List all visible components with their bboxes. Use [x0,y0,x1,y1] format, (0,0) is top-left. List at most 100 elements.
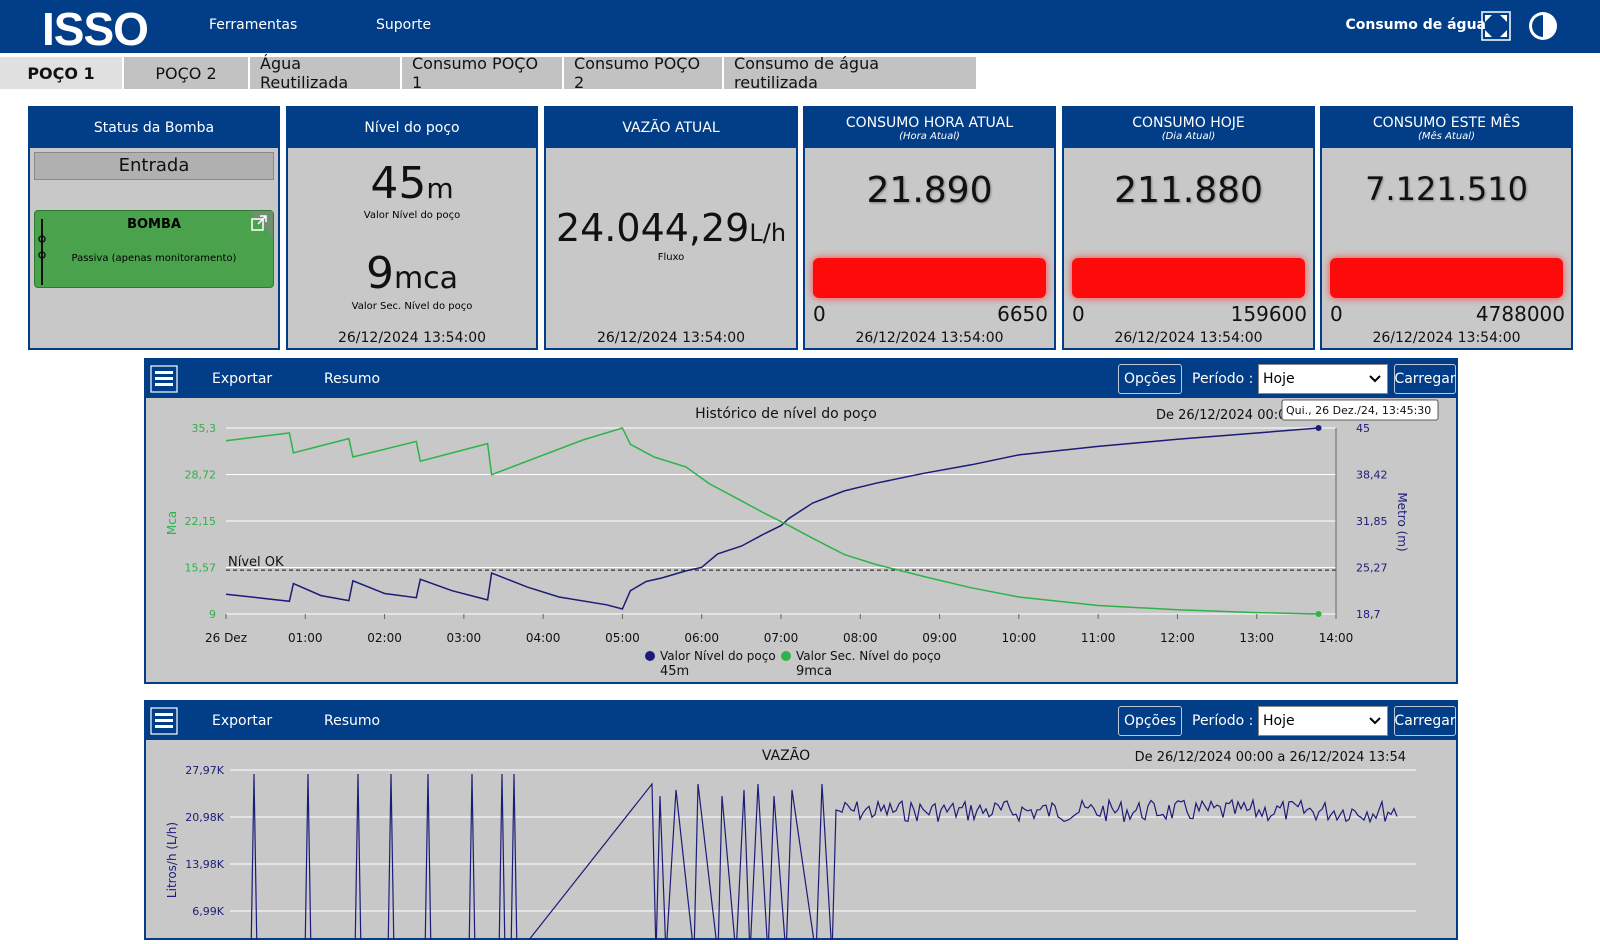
card-consumo-hoje: CONSUMO HOJE (Dia Atual) 211.880 0 159600… [1062,106,1315,350]
card-title: CONSUMO HOJE (Dia Atual) [1064,108,1313,148]
load-button[interactable]: Carregar [1394,364,1456,394]
tab-bar: POÇO 1 POÇO 2 Água Reutilizada Consumo P… [0,54,978,92]
month-progress-bar [1330,258,1563,298]
flow-chart-svg[interactable]: VAZÃO De 26/12/2024 00:00 a 26/12/2024 1… [146,740,1456,944]
period-select[interactable]: Hoje [1258,364,1388,394]
x-tick-label: 13:00 [1239,631,1274,645]
nav-ferramentas[interactable]: Ferramentas [209,17,298,33]
card-vazao-atual: VAZÃO ATUAL 24.044,29L/h Fluxo 26/12/202… [544,106,798,350]
threshold-label: Nível OK [228,555,284,570]
tab-poco-1[interactable]: POÇO 1 [0,57,124,89]
x-tick-label: 08:00 [843,631,878,645]
card-timestamp: 26/12/2024 13:54:00 [337,330,487,346]
y-right-tick: 38,42 [1356,469,1388,482]
x-tick-label: 11:00 [1081,631,1116,645]
y-right-label: Metro (m) [1395,492,1409,551]
day-value: 211.880 [1114,170,1263,211]
x-tick-label: 02:00 [367,631,402,645]
card-timestamp: 26/12/2024 13:54:00 [855,330,1004,346]
hour-progress-bar [813,258,1046,298]
legend-sec-last: 9mca [796,664,832,679]
y-tick: 13,98K [185,858,224,871]
logo[interactable]: ISSO [42,3,149,55]
chevron-down-icon [1369,717,1381,725]
legend-marker-sec [781,651,791,661]
level-chart-svg[interactable]: Histórico de nível do poço De 26/12/2024… [146,398,1456,682]
card-title: CONSUMO HORA ATUAL (Hora Atual) [805,108,1054,148]
series-last-point [1315,611,1322,617]
day-min: 0 [1072,302,1085,326]
y-left-tick: 15,57 [185,562,217,575]
menu-icon[interactable] [150,365,178,393]
x-tick-label: 09:00 [922,631,957,645]
chart-title: VAZÃO [762,747,810,764]
level-secondary: 9mca [365,248,459,299]
menu-icon[interactable] [150,707,178,735]
x-tick-label: 07:00 [764,631,799,645]
y-left-tick: 28,72 [185,469,217,482]
panel-toolbar: Exportar Resumo Opções Período : Hoje Ca… [146,360,1456,398]
period-select[interactable]: Hoje [1258,706,1388,736]
x-tick-label: 03:00 [447,631,482,645]
series-sec-line [225,427,1319,615]
flow-value: 24.044,29L/h [555,206,787,250]
export-button[interactable]: Exportar [212,713,273,729]
tab-consumo-poco-2[interactable]: Consumo POÇO 2 [564,54,724,92]
x-tick-label: 04:00 [526,631,561,645]
export-button[interactable]: Exportar [212,371,273,387]
chart-legend: Valor Nível do poço 45m Valor Sec. Nível… [645,649,941,679]
period-label: Período : [1192,713,1254,729]
fullscreen-icon[interactable] [1480,10,1512,42]
y-right-tick: 18,7 [1356,608,1381,621]
month-value: 7.121.510 [1365,170,1528,208]
chart-tooltip: Qui., 26 Dez./24, 13:45:30 [1281,399,1439,421]
chevron-down-icon [1369,375,1381,383]
panel-nivel-historico: Exportar Resumo Opções Período : Hoje Ca… [144,358,1458,684]
level-chart: Histórico de nível do poço De 26/12/2024… [146,398,1456,686]
svg-text:Qui., 26 Dez./24, 13:45:30: Qui., 26 Dez./24, 13:45:30 [1286,404,1431,417]
contrast-icon[interactable] [1527,10,1559,42]
panel-vazao: Exportar Resumo Opções Período : Hoje Ca… [144,700,1458,944]
y-left-tick: 35,3 [192,422,217,435]
open-external-icon[interactable] [251,215,267,231]
y-tick: 27,97K [185,764,224,777]
pipe-icon [38,219,46,285]
app-title: Consumo de água [1345,17,1486,33]
status-state: Entrada [34,152,274,180]
panel-toolbar: Exportar Resumo Opções Período : Hoje Ca… [146,702,1456,740]
card-status-bomba: Status da Bomba Entrada BOMBA Passiva (a… [28,106,280,350]
load-button[interactable]: Carregar [1394,706,1456,736]
y-right-tick: 45 [1356,422,1370,435]
card-consumo-mes: CONSUMO ESTE MÊS (Mês Atual) 7.121.510 0 … [1320,106,1573,350]
series-nivel-line [225,427,1319,610]
nav-suporte[interactable]: Suporte [376,17,432,33]
y-left-label: Mca [165,511,179,535]
card-timestamp: 26/12/2024 13:54:00 [1114,330,1263,346]
y-right-tick: 31,85 [1356,515,1388,528]
month-min: 0 [1330,302,1343,326]
summary-button[interactable]: Resumo [324,371,381,387]
chart-title: Histórico de nível do poço [695,406,877,422]
tab-poco-2[interactable]: POÇO 2 [124,57,250,89]
hour-max: 6650 [997,302,1048,326]
y-tick: 6,99K [192,905,224,918]
card-consumo-hora: CONSUMO HORA ATUAL (Hora Atual) 21.890 0 … [803,106,1056,350]
series-last-point [1315,425,1322,431]
x-tick-label: 01:00 [288,631,323,645]
flow-chart: VAZÃO De 26/12/2024 00:00 a 26/12/2024 1… [146,740,1456,944]
options-button[interactable]: Opções [1118,706,1182,736]
card-timestamp: 26/12/2024 13:54:00 [596,330,746,346]
pump-widget[interactable]: BOMBA Passiva (apenas monitoramento) [34,210,274,288]
legend-sec[interactable]: Valor Sec. Nível do poço [796,649,941,663]
pump-description: Passiva (apenas monitoramento) [71,253,237,264]
legend-nivel[interactable]: Valor Nível do poço [660,649,776,663]
tab-agua-reutilizada[interactable]: Água Reutilizada [250,54,402,92]
x-tick-label: 26 Dez [205,631,247,645]
y-tick: 20,98K [185,811,224,824]
tab-consumo-poco-1[interactable]: Consumo POÇO 1 [402,54,564,92]
options-button[interactable]: Opções [1118,364,1182,394]
tab-consumo-agua-reutilizada[interactable]: Consumo de água reutilizada [724,54,978,92]
legend-marker-nivel [645,651,655,661]
card-title: VAZÃO ATUAL [546,108,796,148]
summary-button[interactable]: Resumo [324,713,381,729]
